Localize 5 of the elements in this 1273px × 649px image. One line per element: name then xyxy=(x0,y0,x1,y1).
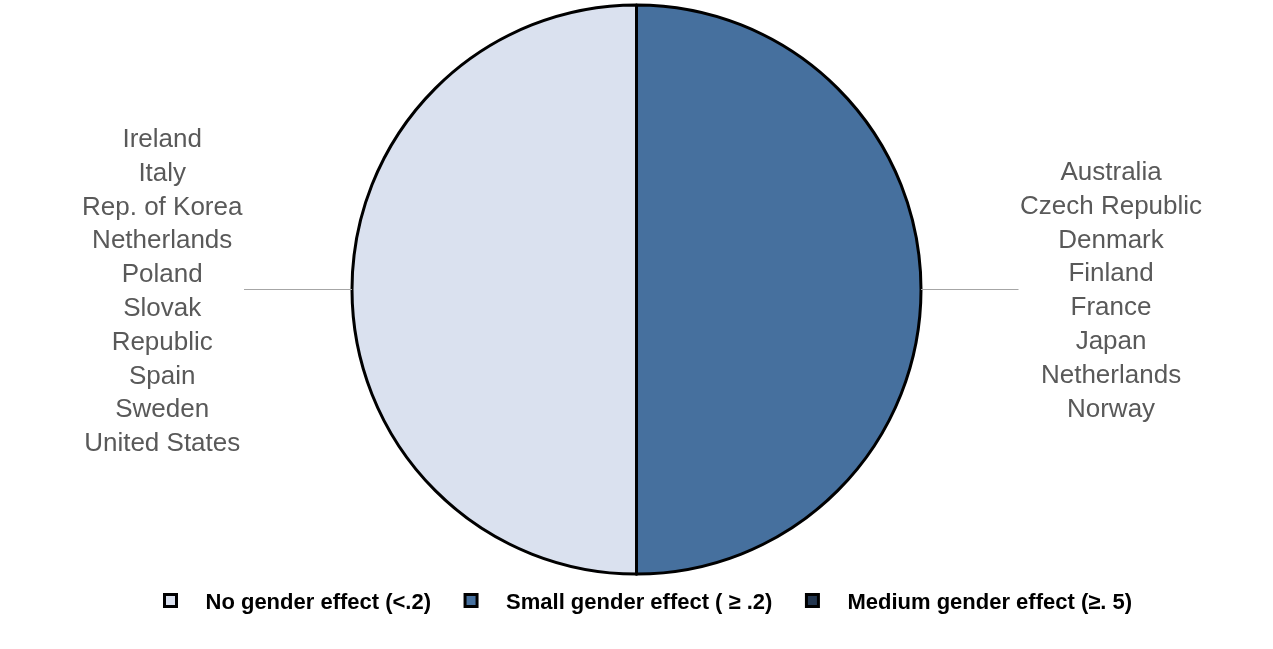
legend-label: Small gender effect ( ≥ .2) xyxy=(506,589,773,615)
text: Ireland Italy Rep. of Korea Netherlands Poland Slovak Republic Spain Sweden United States xyxy=(82,123,243,458)
legend-label: No gender effect (<.2) xyxy=(205,589,432,615)
legend-label: Medium gender effect (≥. 5) xyxy=(847,589,1133,615)
text: Australia Czech Republic Denmark Finland France Japan Netherlands Norway xyxy=(1020,156,1203,423)
